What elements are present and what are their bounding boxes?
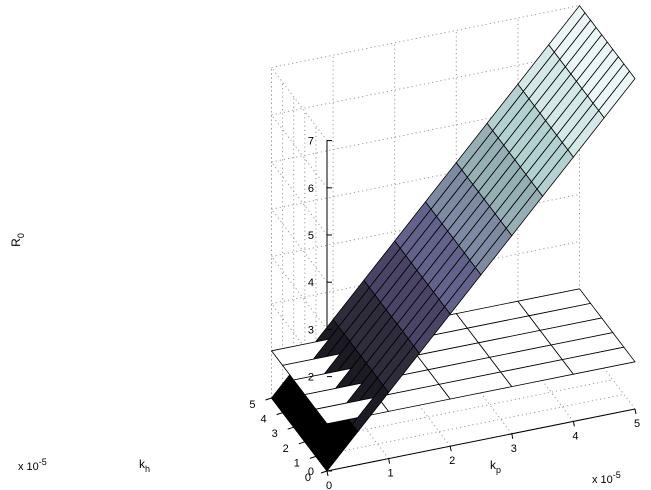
z-tick-label: 2	[308, 372, 314, 384]
x-tick-mark	[634, 408, 637, 415]
z-tick-label: 3	[308, 324, 314, 336]
x-tick-label: 1	[388, 468, 394, 480]
z-tick-label: 1	[308, 419, 314, 431]
x-tick-label: 2	[449, 455, 455, 467]
wall-grid-z	[271, 256, 328, 330]
x-tick-mark	[511, 433, 514, 439]
y-tick-label: 2	[283, 443, 289, 455]
wall-grid-z	[271, 114, 328, 189]
plane-patch	[561, 346, 636, 375]
surface-mesh	[270, 4, 636, 472]
x-axis-label: kp	[490, 458, 501, 475]
y-tick-mark	[276, 412, 283, 416]
y-tick-mark	[287, 426, 294, 430]
x-tick-label: 5	[634, 418, 640, 430]
wall-grid-z	[271, 161, 328, 236]
y-tick-mark	[298, 441, 305, 445]
y-tick-label: 1	[294, 457, 300, 469]
y-tick-mark	[309, 455, 317, 459]
wall-grid-z	[271, 67, 328, 141]
x-tick-mark	[449, 446, 452, 452]
z-tick-label: 0	[308, 466, 314, 478]
x-tick-mark	[388, 458, 391, 464]
x-tick-mark	[572, 421, 575, 427]
surface-patch	[598, 70, 636, 119]
y-tick-mark	[265, 397, 272, 401]
y-axis-label: kh	[139, 457, 150, 474]
axis-labels: R0 kh kp x 10-5 x 10-5	[9, 233, 621, 486]
x-tick-mark	[326, 470, 329, 477]
y-tick-label: 5	[249, 399, 255, 411]
wall-grid-z	[271, 208, 328, 283]
wall-grid-z	[271, 303, 328, 377]
y-axis-exponent: x 10-5	[18, 457, 47, 473]
z-tick-label: 4	[308, 277, 314, 289]
z-tick-label: 7	[308, 136, 314, 148]
y-tick-label: 4	[260, 414, 266, 426]
wall-grid-z	[271, 5, 580, 69]
z-axis-label: R0	[9, 233, 26, 247]
z-tick-label: 6	[308, 183, 314, 195]
z-tick-label: 5	[308, 230, 314, 242]
y-tick-label: 3	[272, 428, 278, 440]
y-tick-mark	[320, 470, 328, 474]
x-tick-label: 4	[572, 430, 578, 442]
x-tick-label: 3	[511, 443, 517, 455]
x-tick-label: 0	[326, 480, 332, 490]
y-tick-label: 0	[305, 472, 311, 484]
x-axis-line	[326, 408, 636, 472]
x-axis-exponent: x 10-5	[592, 470, 621, 486]
